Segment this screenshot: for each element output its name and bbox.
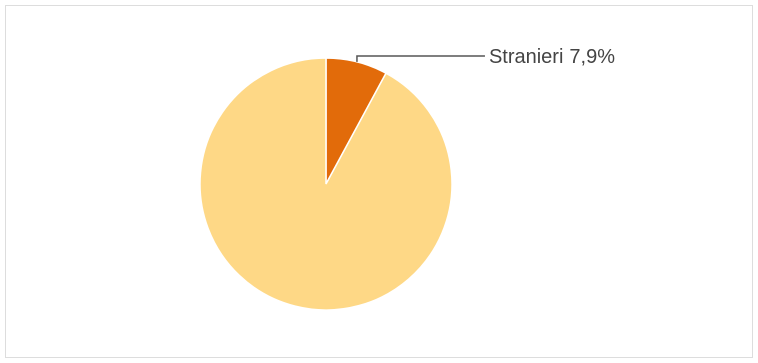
slice-value-label: 7,9% [569,46,615,68]
pie-slice [199,57,453,311]
slice-label: Stranieri 7,9% [489,46,615,68]
slice-category: Stranieri [489,46,563,68]
leader-line [356,55,485,62]
